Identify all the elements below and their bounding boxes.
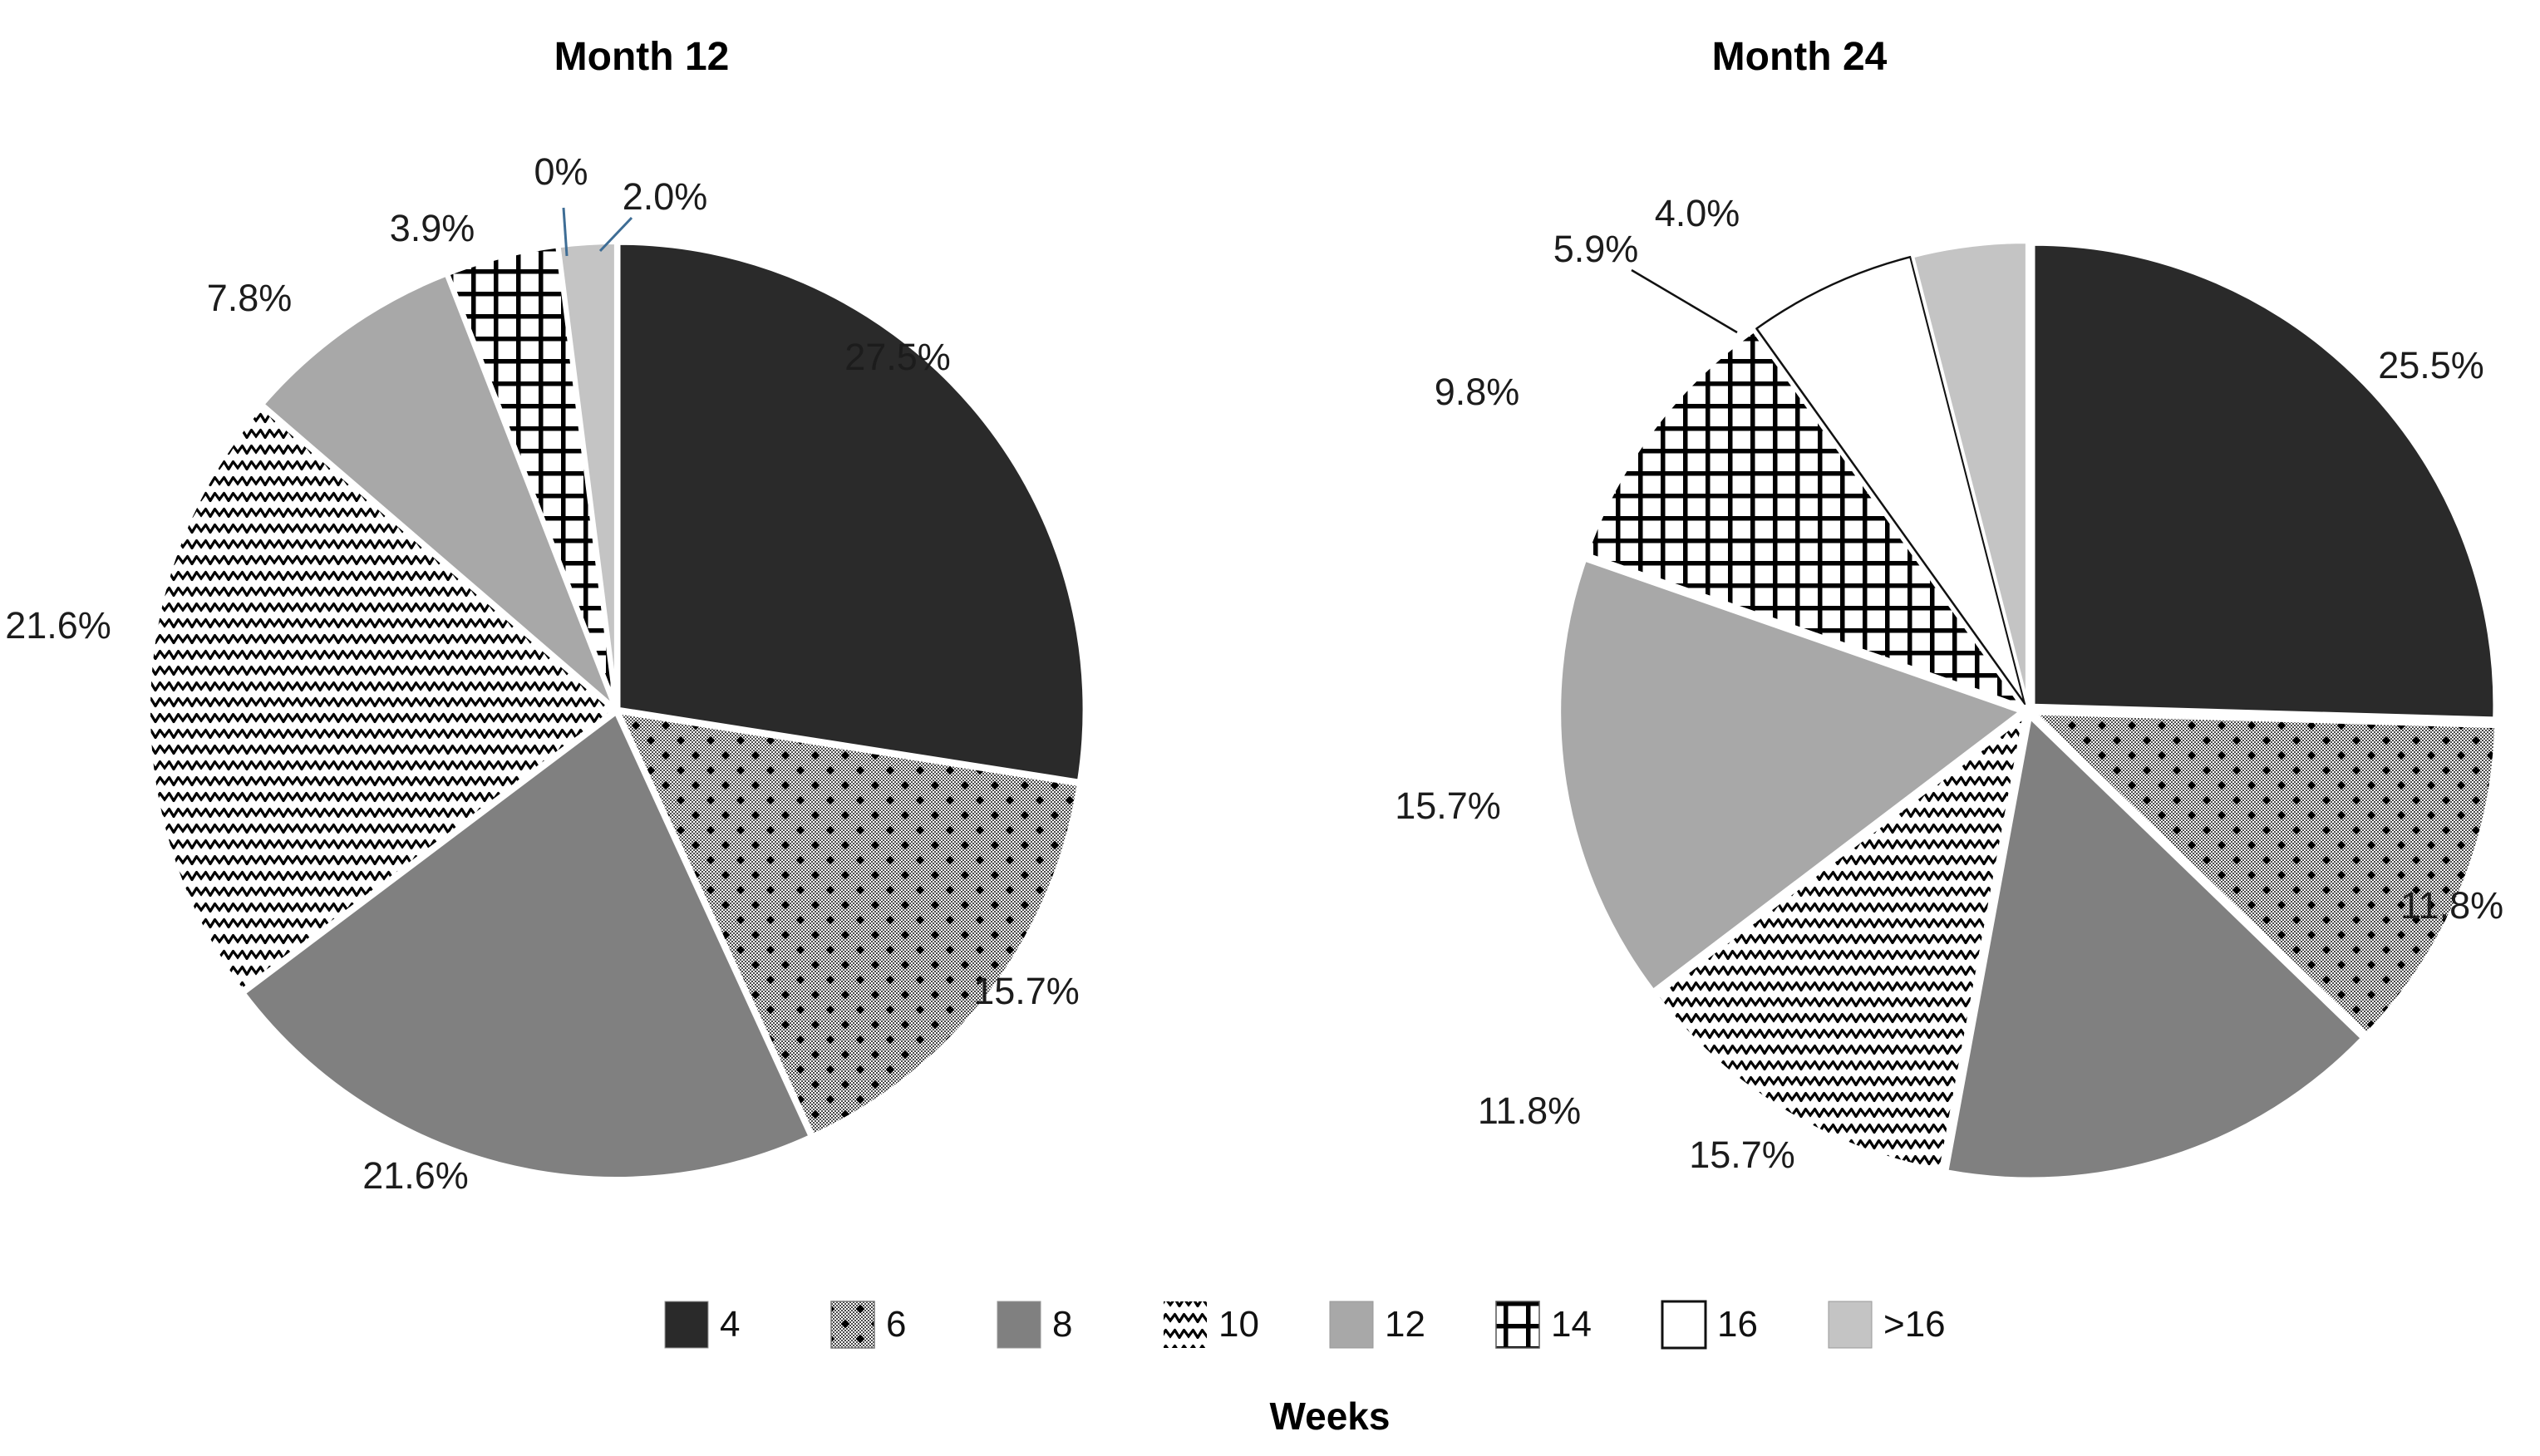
pie-month24-slice-16-weeks <box>1755 255 2026 706</box>
chart-title-month-24: Month 24 <box>1712 35 1888 79</box>
legend-swatch-icon <box>1164 1301 1207 1348</box>
legend-swatch-icon <box>1495 1301 1540 1349</box>
pie-month24-slice-8-weeks <box>1945 716 2364 1181</box>
legend-swatch-icon <box>1828 1301 1873 1349</box>
legend-item-10-weeks: 10 <box>1164 1301 1259 1348</box>
legend-item-gt16-weeks: >16 <box>1828 1301 1946 1349</box>
pie-month12-slice-4-weeks <box>615 239 1088 785</box>
legend-item-label: 10 <box>1218 1304 1259 1345</box>
legend-axis-title: Weeks <box>1270 1395 1391 1438</box>
pie-month12-slice-8-weeks <box>240 709 814 1182</box>
slice-percent-labels: 27.5% 15.7% 21.6% 21.6% 7.8% 3.9% 0% 2.0% 25.5% 1… <box>5 150 2503 1197</box>
pie-month12-slice-10-weeks <box>145 403 618 994</box>
legend-item-label: 14 <box>1551 1304 1592 1345</box>
legend-item-label: 12 <box>1385 1304 1425 1345</box>
legend-item-label: 8 <box>1052 1304 1072 1345</box>
legend-swatch-icon <box>664 1301 709 1349</box>
slice-percent-label-month24-4-weeks: 25.5% <box>2378 344 2484 386</box>
slice-percent-label-month12-6-weeks: 15.7% <box>973 970 1080 1012</box>
chart-title-month-12: Month 12 <box>554 35 730 79</box>
legend-swatch-icon <box>1329 1301 1374 1349</box>
pie-month-12 <box>145 239 1088 1182</box>
pie-month24-slice-6-weeks <box>2033 711 2498 1036</box>
legend-item-16-weeks: 16 <box>1661 1300 1758 1350</box>
slice-percent-label-month24-6-weeks: 11.8% <box>2400 884 2503 927</box>
pie-month12-slice-6-weeks <box>615 709 1082 1139</box>
legend-item-label: 6 <box>886 1304 906 1345</box>
leader-line <box>598 216 633 253</box>
pie-month12-slice-12-weeks <box>259 271 618 712</box>
label-leader-lines <box>562 207 1738 334</box>
pie-month-24 <box>1558 240 2498 1181</box>
legend-item-4-weeks: 4 <box>664 1301 740 1349</box>
leader-line <box>1631 268 1738 334</box>
legend-swatch-icon <box>1661 1300 1707 1350</box>
slice-percent-label-month12-4-weeks: 27.5% <box>844 336 951 378</box>
slice-percent-label-month24-14-weeks: 9.8% <box>1435 371 1520 413</box>
slice-percent-label-month24-16-weeks: 5.9% <box>1553 228 1639 270</box>
slice-percent-label-month12-14-weeks: 3.9% <box>390 207 475 249</box>
slice-percent-label-month12-8-weeks: 21.6% <box>362 1154 469 1197</box>
legend-item-12-weeks: 12 <box>1329 1301 1425 1349</box>
legend-swatch-icon <box>997 1301 1041 1349</box>
slice-percent-label-month24->16-weeks: 4.0% <box>1655 192 1740 234</box>
pie-month24-slice-10-weeks <box>1655 715 2026 1173</box>
pie-month24-slice-14-weeks <box>1584 329 2024 708</box>
legend-item-label: 4 <box>720 1304 740 1345</box>
legend-item-14-weeks: 14 <box>1495 1301 1592 1349</box>
slice-percent-label-month12-10-weeks: 21.6% <box>5 604 111 647</box>
pie-month24-slice->16-weeks <box>1911 240 2029 706</box>
legend-item-8-weeks: 8 <box>997 1301 1072 1349</box>
leader-line <box>562 207 569 257</box>
slice-percent-label-month24-8-weeks: 15.7% <box>1689 1134 1795 1176</box>
legend-item-label: >16 <box>1883 1304 1946 1345</box>
slice-percent-label-month24-12-weeks: 15.7% <box>1395 785 1501 827</box>
legend-item-label: 16 <box>1717 1304 1758 1345</box>
legend: 4 6 8 10 12 14 16 >16 <box>664 1300 1946 1350</box>
slice-percent-label-month24-10-weeks: 11.8% <box>1478 1090 1581 1132</box>
pie-month12-slice->16-weeks <box>555 239 619 711</box>
legend-item-6-weeks: 6 <box>830 1301 906 1349</box>
slice-percent-label-month12->16-weeks: 2.0% <box>623 175 708 218</box>
legend-swatch-icon <box>830 1301 875 1349</box>
pie-month24-slice-12-weeks <box>1558 558 2023 992</box>
slice-percent-label-month12-12-weeks: 7.8% <box>207 277 293 319</box>
pie-month24-slice-4-weeks <box>2031 242 2497 721</box>
slice-percent-label-month12-16-weeks: 0% <box>534 150 588 193</box>
